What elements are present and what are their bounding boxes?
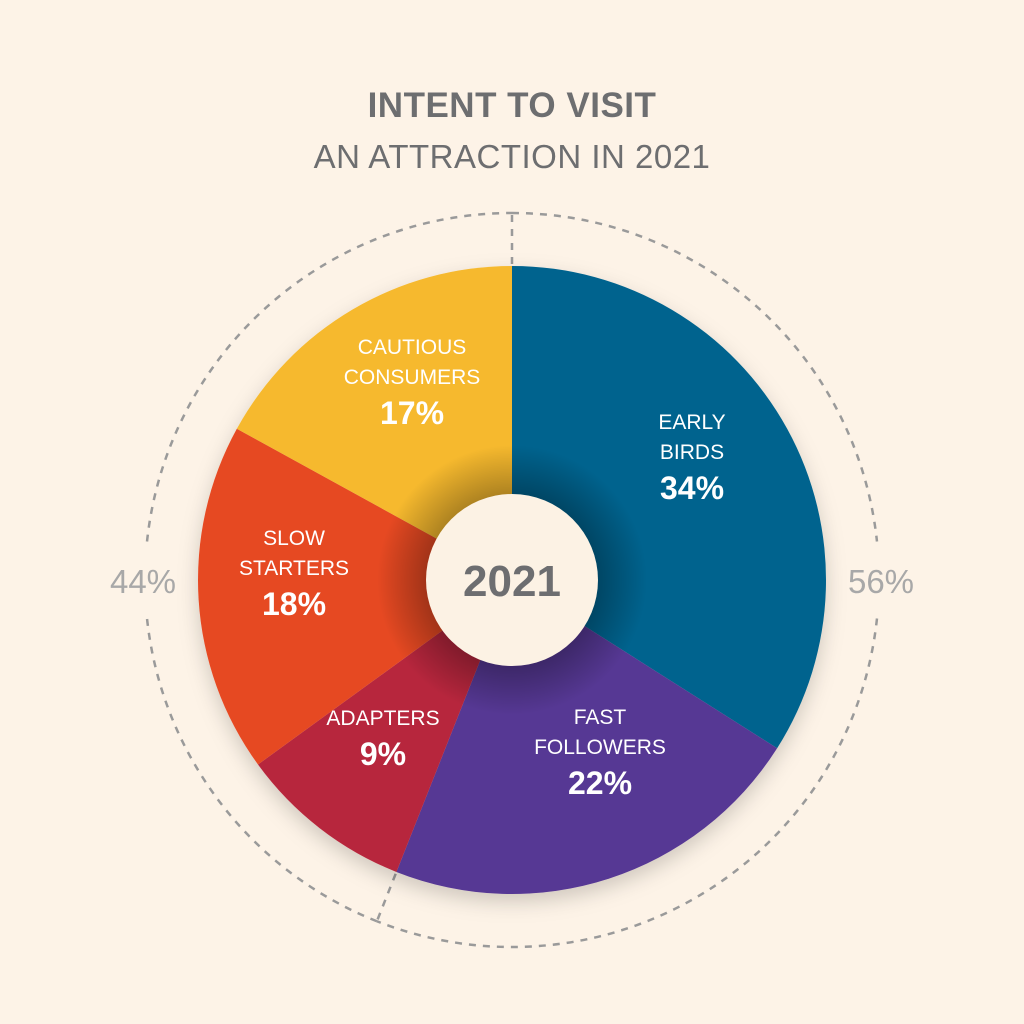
group-label-right: 56%: [848, 563, 914, 600]
center-label: 2021: [463, 557, 561, 606]
group-divider-bottom: [375, 873, 397, 922]
slice-value-label: 22%: [568, 765, 632, 801]
group-ring-left-upper: [145, 211, 513, 542]
slice-name-label: FOLLOWERS: [534, 736, 666, 759]
slice-value-label: 18%: [262, 586, 326, 622]
slice-name-label: BIRDS: [660, 441, 724, 464]
chart-subtitle: AN ATTRACTION IN 2021: [313, 138, 711, 175]
center-circle: [426, 494, 598, 666]
group-ring-left-lower: [145, 618, 378, 923]
slice-value-label: 34%: [660, 470, 724, 506]
slice-name-label: ADAPTERS: [326, 707, 439, 730]
slice-value-label: 17%: [380, 395, 444, 431]
slice-name-label: EARLY: [658, 411, 725, 434]
slice-name-label: SLOW: [263, 527, 325, 550]
slice-name-label: STARTERS: [239, 557, 349, 580]
chart-title: INTENT TO VISIT: [367, 86, 657, 125]
slice-value-label: 9%: [360, 736, 406, 772]
group-ring-right-upper: [511, 211, 879, 542]
slice-name-label: CONSUMERS: [344, 366, 481, 389]
slice-name-label: CAUTIOUS: [358, 336, 467, 359]
group-label-left: 44%: [110, 563, 176, 600]
slice-name-label: FAST: [574, 706, 627, 729]
group-ring-right-lower: [376, 618, 879, 949]
